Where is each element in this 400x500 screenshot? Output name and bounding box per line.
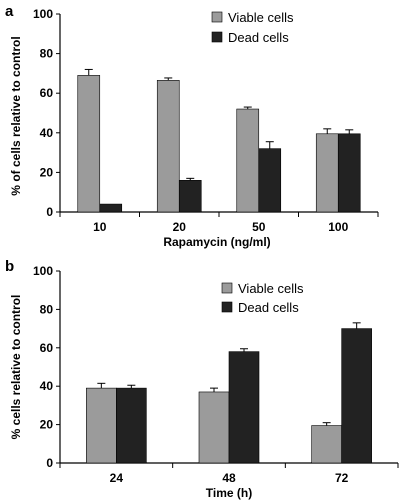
panel-a-legend-viable: Viable cells: [228, 10, 294, 25]
panel-b-x-tick-label: 24: [110, 471, 124, 485]
panel-a-bar-dead-10: [99, 203, 123, 213]
panel-a-x-tick-label: 50: [252, 220, 266, 234]
legend-swatch-dead: [211, 31, 223, 43]
panel-a-y-tick-label: 60: [40, 86, 54, 100]
panel-b: b % cells relative to control Time (h) 0…: [5, 258, 399, 500]
legend-swatch-dead: [221, 301, 233, 313]
panel-a-bar-dead-20: [178, 180, 202, 213]
panel-a-bar-viable-50: [236, 108, 260, 213]
panel-a-xlabel: Rapamycin (ng/ml): [163, 235, 270, 249]
panel-a-y-tick-label: 40: [40, 126, 54, 140]
panel-a: a % of cells relative to control Rapamyc…: [5, 3, 379, 249]
panel-a-x-tick-label: 100: [328, 220, 348, 234]
panel-b-legend-dead: Dead cells: [238, 300, 299, 315]
panel-b-y-tick-label: 20: [40, 418, 54, 432]
panel-a-bar-viable-100: [315, 133, 339, 213]
panel-b-x-tick-label: 72: [335, 471, 349, 485]
panel-a-y-tick-label: 0: [46, 205, 53, 219]
panel-a-y-tick-label: 20: [40, 165, 54, 179]
panel-b-x-tick-label: 48: [222, 471, 236, 485]
panel-b-y-tick-label: 100: [33, 264, 53, 278]
panel-b-y-tick-label: 60: [40, 341, 54, 355]
panel-b-label: b: [5, 258, 14, 275]
panel-b-bar-dead-24: [116, 387, 147, 464]
panel-a-x-tick-label: 20: [173, 220, 187, 234]
panel-a-bar-viable-20: [156, 80, 180, 213]
panel-a-bar-dead-50: [258, 148, 282, 213]
panel-a-x-tick-label: 10: [93, 220, 107, 234]
panel-b-bar-dead-72: [341, 328, 372, 464]
panel-a-y-tick-label: 80: [40, 47, 54, 61]
panel-a-bar-dead-100: [337, 133, 361, 213]
panel-b-bar-viable-72: [311, 425, 342, 464]
panel-a-legend-dead: Dead cells: [228, 30, 289, 45]
panel-a-label: a: [5, 3, 14, 20]
panel-a-y-tick-label: 100: [33, 7, 53, 21]
panel-b-y-tick-label: 80: [40, 302, 54, 316]
legend-swatch-viable: [211, 11, 223, 23]
panel-a-ylabel: % of cells relative to control: [9, 36, 23, 195]
panel-b-bar-viable-24: [86, 387, 117, 464]
panel-a-bar-viable-10: [77, 75, 101, 213]
panel-a-plot: 0 20 40 60 80 100 10 20 50 100: [33, 7, 379, 234]
panel-b-legend: Viable cells Dead cells: [221, 281, 304, 315]
panel-b-bar-viable-48: [198, 391, 230, 464]
panel-a-legend: Viable cells Dead cells: [211, 10, 294, 45]
legend-swatch-viable: [221, 282, 233, 294]
panel-b-plot: 0 20 40 60 80 100 24 48 72: [33, 264, 399, 485]
panel-b-y-tick-label: 40: [40, 379, 54, 393]
panel-b-xlabel: Time (h): [206, 486, 252, 500]
panel-b-legend-viable: Viable cells: [238, 281, 304, 296]
panel-b-y-tick-label: 0: [46, 456, 53, 470]
panel-b-ylabel: % cells relative to control: [9, 295, 23, 440]
panel-b-bar-dead-48: [228, 351, 260, 464]
